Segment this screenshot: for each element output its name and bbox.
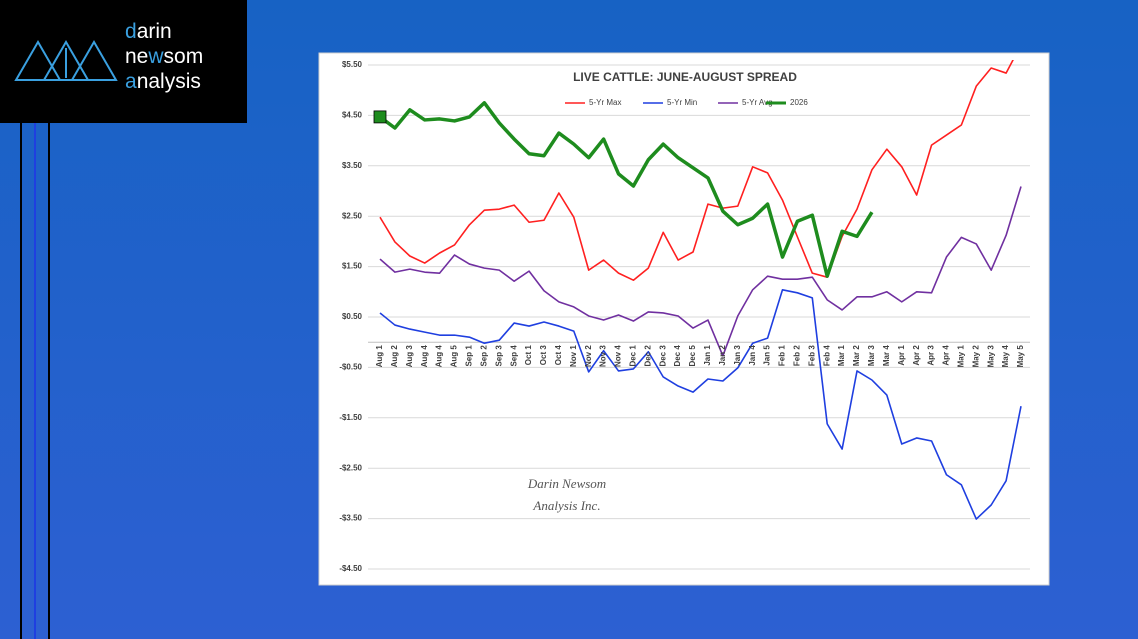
- logo-icon: [14, 40, 118, 81]
- x-tick-label: Jan 3: [733, 345, 742, 366]
- rule: [34, 123, 36, 639]
- x-tick-label: Oct 1: [524, 345, 533, 366]
- legend-label: 5-Yr Min: [667, 98, 697, 107]
- chart-title: LIVE CATTLE: JUNE-AUGUST SPREAD: [573, 70, 797, 84]
- x-tick-label: Mar 4: [882, 345, 891, 366]
- rule: [48, 123, 50, 639]
- x-tick-label: Mar 3: [867, 345, 876, 366]
- y-tick-label: -$1.50: [339, 413, 362, 422]
- logo-segment: w: [147, 45, 164, 68]
- x-tick-label: Apr 3: [927, 345, 936, 366]
- logo-segment: nalysis: [137, 70, 201, 93]
- y-tick-label: -$2.50: [339, 463, 362, 472]
- x-tick-label: Feb 1: [778, 345, 787, 366]
- x-tick-label: Sep 2: [479, 345, 488, 367]
- logo-line: darin: [125, 20, 172, 43]
- series-line: [379, 60, 1014, 282]
- chart-panel: [318, 52, 1050, 586]
- logo-box: [0, 0, 247, 123]
- x-tick-label: Mar 2: [852, 345, 861, 366]
- x-tick-label: Mar 1: [837, 345, 846, 366]
- x-tick-label: Nov 1: [569, 345, 578, 367]
- x-tick-label: Aug 5: [450, 345, 459, 368]
- x-tick-label: May 3: [986, 345, 995, 368]
- legend-label: 2026: [790, 98, 808, 107]
- x-tick-label: Feb 2: [793, 345, 802, 366]
- y-tick-label: -$3.50: [339, 514, 362, 523]
- x-tick-label: Jan 5: [763, 345, 772, 366]
- rule: [20, 123, 22, 639]
- y-tick-label: $4.50: [342, 111, 363, 120]
- y-tick-label: $0.50: [342, 312, 363, 321]
- x-tick-label: May 1: [956, 345, 965, 368]
- x-tick-label: Dec 2: [643, 345, 652, 367]
- watermark: Darin Newsom: [527, 476, 606, 491]
- series-line: [379, 288, 1022, 520]
- x-tick-label: Sep 4: [509, 345, 518, 367]
- logo-segment: d: [125, 20, 137, 43]
- y-tick-label: $5.50: [342, 60, 363, 69]
- x-tick-label: Feb 3: [807, 345, 816, 366]
- logo-line: analysis: [125, 70, 201, 93]
- x-tick-label: May 2: [971, 345, 980, 368]
- logo-segment: ne: [125, 45, 148, 68]
- x-tick-label: Feb 4: [822, 345, 831, 366]
- x-tick-label: Dec 1: [629, 345, 638, 367]
- logo-segment: a: [125, 70, 137, 93]
- x-tick-label: Jan 2: [718, 345, 727, 366]
- series-line: [379, 186, 1022, 357]
- x-tick-label: Jan 1: [703, 345, 712, 366]
- x-tick-label: Jan 4: [748, 345, 757, 366]
- point-marker: [373, 110, 387, 124]
- watermark: Analysis Inc.: [532, 498, 600, 513]
- x-tick-label: Oct 4: [554, 345, 563, 366]
- y-tick-label: -$0.50: [339, 363, 362, 372]
- x-tick-label: May 4: [1001, 345, 1010, 368]
- x-tick-label: Nov 4: [614, 345, 623, 367]
- x-tick-label: Apr 1: [897, 345, 906, 366]
- y-tick-label: $3.50: [342, 161, 363, 170]
- legend-label: 5-Yr Max: [589, 98, 621, 107]
- series-line: [378, 101, 874, 278]
- logo-segment: som: [164, 45, 204, 68]
- x-tick-label: Nov 2: [584, 345, 593, 367]
- x-tick-label: Apr 2: [912, 345, 921, 366]
- x-tick-label: Dec 3: [658, 345, 667, 367]
- x-tick-label: Dec 4: [673, 345, 682, 367]
- y-tick-label: -$4.50: [339, 564, 362, 573]
- x-tick-label: Sep 1: [465, 345, 474, 367]
- x-tick-label: Aug 2: [390, 345, 399, 368]
- x-tick-label: Apr 4: [942, 345, 951, 366]
- x-tick-label: Sep 3: [494, 345, 503, 367]
- legend-label: 5-Yr Avg: [742, 98, 773, 107]
- x-tick-label: Nov 3: [599, 345, 608, 367]
- y-tick-label: $1.50: [342, 262, 363, 271]
- x-tick-label: May 5: [1016, 345, 1025, 368]
- x-tick-label: Aug 1: [375, 345, 384, 368]
- x-tick-label: Oct 3: [539, 345, 548, 366]
- x-tick-label: Dec 5: [688, 345, 697, 367]
- x-tick-label: Aug 3: [405, 345, 414, 368]
- logo-segment: arin: [137, 20, 172, 43]
- logo-line: newsom: [125, 45, 203, 68]
- x-tick-label: Aug 4: [420, 345, 429, 368]
- y-tick-label: $2.50: [342, 211, 363, 220]
- x-tick-label: Aug 4: [435, 345, 444, 368]
